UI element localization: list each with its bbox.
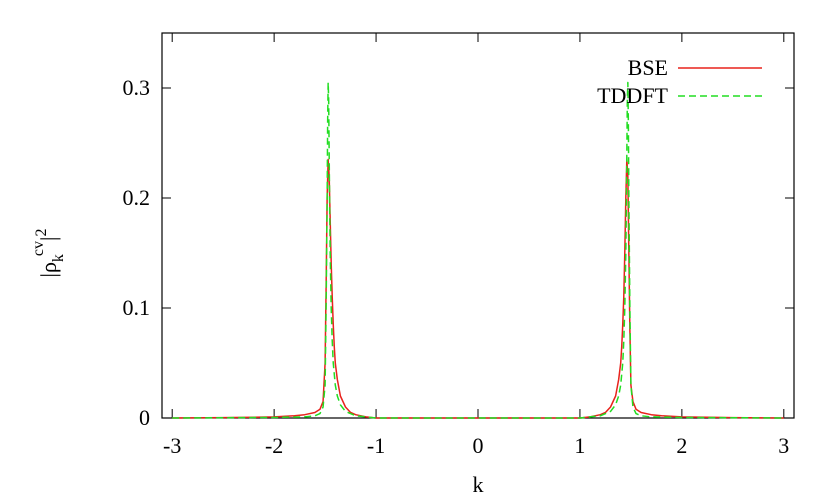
y-tick-label: 0.2 — [123, 185, 151, 210]
legend-label-tddft: TDDFT — [597, 83, 668, 108]
y-tick-label: 0 — [139, 405, 150, 430]
y-tick-label: 0.3 — [123, 75, 151, 100]
x-tick-label: 3 — [778, 433, 789, 458]
y-tick-label: 0.1 — [123, 295, 151, 320]
y-axis-label-tail: | — [36, 237, 61, 241]
series-line-tddft — [172, 81, 784, 419]
x-tick-label: -3 — [163, 433, 181, 458]
x-tick-label: 0 — [473, 433, 484, 458]
legend-label-bse: BSE — [628, 55, 668, 80]
y-axis-label: |ρkcv|2 — [30, 229, 67, 278]
x-tick-label: 1 — [574, 433, 585, 458]
legend: BSE TDDFT — [597, 55, 762, 108]
plot-frame-group — [161, 32, 795, 419]
series-layer — [172, 81, 784, 419]
y-axis-label-superscript: cv — [30, 241, 47, 256]
plot-frame — [161, 32, 795, 419]
y-ticks: 0 0.1 0.2 0.3 — [123, 75, 794, 430]
y-axis-label-power: 2 — [33, 229, 50, 237]
x-axis-label: k — [473, 472, 484, 497]
x-tick-label: -2 — [265, 433, 283, 458]
x-tick-label: 2 — [676, 433, 687, 458]
x-ticks: -3 -2 -1 0 1 2 3 — [163, 33, 789, 458]
y-axis-label-base: |ρ — [36, 262, 61, 277]
y-axis-label-subscript: k — [50, 254, 67, 262]
x-tick-label: -1 — [367, 433, 385, 458]
series-line-bse — [172, 158, 784, 419]
